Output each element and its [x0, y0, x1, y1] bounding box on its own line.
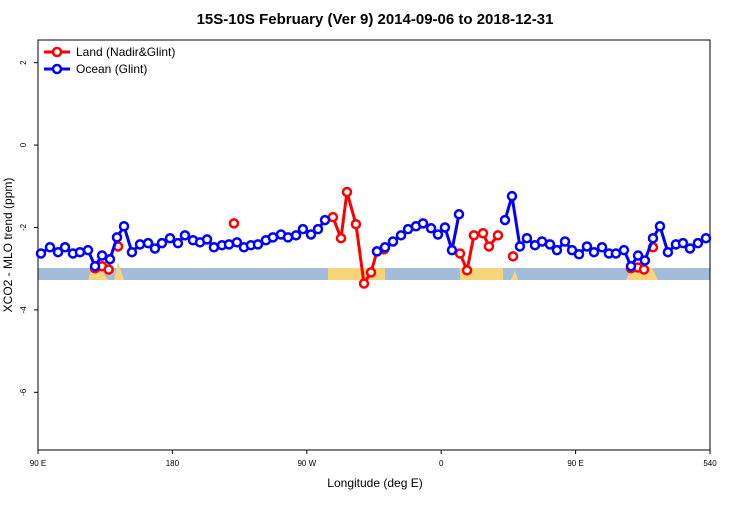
data-point	[468, 230, 480, 241]
data-point	[662, 246, 674, 258]
data-point	[335, 232, 347, 244]
data-point	[350, 218, 362, 230]
data-point	[581, 241, 593, 252]
x-tick-label: 180	[166, 459, 180, 468]
data-point	[387, 236, 399, 247]
data-point	[208, 242, 220, 253]
legend-marker	[51, 46, 63, 58]
data-point	[654, 221, 666, 232]
y-tick-label: 2	[19, 60, 28, 65]
data-point	[201, 234, 213, 245]
legend-marker	[51, 63, 63, 75]
y-tick-label: -6	[19, 388, 28, 396]
data-point	[252, 239, 264, 250]
data-point	[118, 221, 130, 232]
data-point	[692, 237, 704, 249]
data-point	[44, 242, 56, 253]
data-point	[453, 209, 465, 220]
data-point	[82, 244, 94, 256]
data-point	[319, 214, 331, 226]
data-point	[439, 222, 451, 233]
data-point	[551, 244, 563, 256]
data-point	[395, 230, 407, 241]
data-point	[588, 246, 600, 258]
data-point	[358, 278, 370, 289]
data-point	[610, 248, 622, 259]
data-point	[164, 232, 176, 244]
data-point	[74, 246, 86, 258]
data-point	[559, 236, 571, 247]
legend-label: Land (Nadir&Glint)	[76, 45, 175, 59]
data-point	[618, 244, 630, 256]
data-point	[647, 232, 659, 244]
x-axis-label: Longitude (deg E)	[327, 476, 422, 490]
data-point	[305, 229, 317, 240]
data-point	[126, 246, 138, 258]
data-point	[142, 237, 154, 249]
plot-frame	[37, 39, 711, 451]
data-point	[172, 237, 184, 249]
data-point	[632, 250, 644, 261]
data-point	[499, 214, 511, 226]
x-tick-label: 90 E	[567, 459, 583, 468]
data-point	[483, 241, 495, 252]
data-point	[425, 223, 437, 234]
data-point	[297, 223, 309, 235]
data-point	[149, 243, 161, 254]
data-point	[312, 223, 324, 235]
data-point	[684, 243, 696, 254]
y-tick-label: 0	[19, 142, 28, 147]
data-point	[379, 242, 391, 253]
data-point	[573, 249, 585, 260]
data-point	[282, 232, 294, 243]
data-point	[134, 239, 146, 250]
data-point	[492, 230, 504, 241]
data-point	[341, 186, 353, 198]
data-point	[461, 265, 473, 276]
data-point	[228, 218, 240, 229]
data-point	[544, 239, 556, 250]
data-point	[506, 190, 518, 202]
data-point	[267, 232, 279, 243]
data-point	[290, 230, 302, 241]
data-point	[111, 232, 123, 243]
x-tick-label: 0	[439, 459, 444, 468]
data-point	[638, 264, 650, 275]
data-point	[700, 232, 712, 244]
data-point	[639, 255, 651, 266]
data-point	[514, 241, 526, 252]
x-tick-label: 90 W	[297, 459, 316, 468]
data-point	[96, 250, 108, 261]
x-tick-label: 90 E	[30, 459, 46, 468]
chart-title: 15S-10S February (Ver 9) 2014-09-06 to 2…	[197, 11, 554, 28]
legend-label: Ocean (Glint)	[76, 62, 147, 76]
data-point	[432, 229, 444, 240]
data-point	[596, 242, 608, 253]
data-point	[156, 237, 168, 249]
data-point	[371, 246, 383, 257]
data-point	[89, 260, 101, 272]
data-point	[35, 248, 47, 259]
y-axis-label: XCO2 - MLO trend (ppm)	[1, 178, 15, 313]
y-tick-label: -2	[19, 223, 28, 231]
data-point	[454, 248, 466, 259]
data-point	[446, 244, 458, 256]
y-tick-label: -4	[19, 306, 28, 314]
x-tick-label: 540	[703, 459, 717, 468]
data-point	[417, 218, 429, 229]
data-point	[625, 260, 637, 272]
data-point	[507, 251, 519, 262]
data-point	[104, 253, 116, 265]
data-point	[365, 267, 377, 278]
data-point	[52, 246, 64, 258]
data-point	[179, 230, 191, 241]
data-point	[677, 237, 689, 249]
data-point	[59, 242, 71, 253]
data-point	[521, 232, 533, 244]
data-point	[103, 264, 114, 275]
data-point	[477, 228, 489, 239]
data-point	[231, 237, 243, 248]
